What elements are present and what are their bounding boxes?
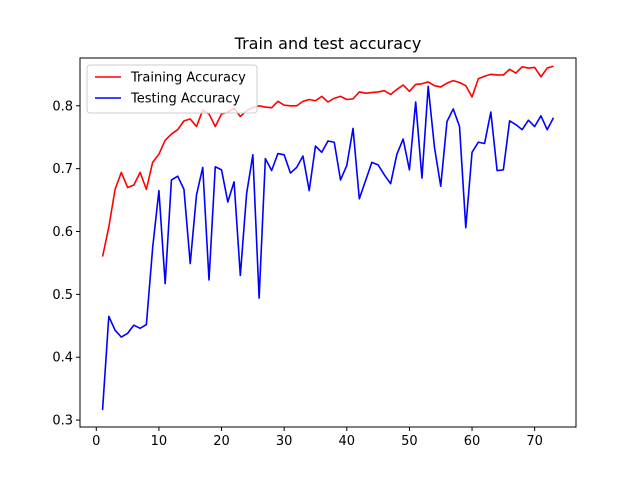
- y-tick-label: 0.7: [52, 162, 73, 177]
- y-tick-label: 0.3: [52, 414, 73, 429]
- y-tick-label: 0.4: [52, 351, 73, 366]
- legend: Training Accuracy Testing Accuracy: [86, 64, 258, 114]
- x-tick-label: 40: [339, 434, 356, 449]
- chart-title: Train and test accuracy: [234, 34, 422, 53]
- y-axis: 0.3 0.4 0.5 0.6 0.7 0.8: [52, 99, 80, 429]
- x-tick-label: 70: [526, 434, 543, 449]
- x-tick-label: 50: [401, 434, 418, 449]
- legend-label-testing-accuracy: Testing Accuracy: [130, 92, 240, 107]
- legend-box: [86, 64, 258, 114]
- series-layer: [101, 65, 555, 411]
- axes-frame: [79, 57, 577, 428]
- y-tick-label: 0.5: [52, 288, 73, 303]
- legend-label-training-accuracy: Training Accuracy: [130, 71, 246, 86]
- y-tick-label: 0.8: [52, 99, 73, 114]
- x-tick-label: 20: [213, 434, 230, 449]
- series-line-testing-accuracy: [101, 85, 555, 411]
- x-tick-label: 60: [464, 434, 481, 449]
- x-tick-label: 10: [151, 434, 168, 449]
- x-tick-label: 30: [276, 434, 293, 449]
- y-tick-label: 0.6: [52, 225, 73, 240]
- x-tick-label: 0: [92, 434, 100, 449]
- x-axis: 0 10 20 30 40 50 60 70: [92, 427, 543, 449]
- series-line-training-accuracy: [101, 65, 554, 257]
